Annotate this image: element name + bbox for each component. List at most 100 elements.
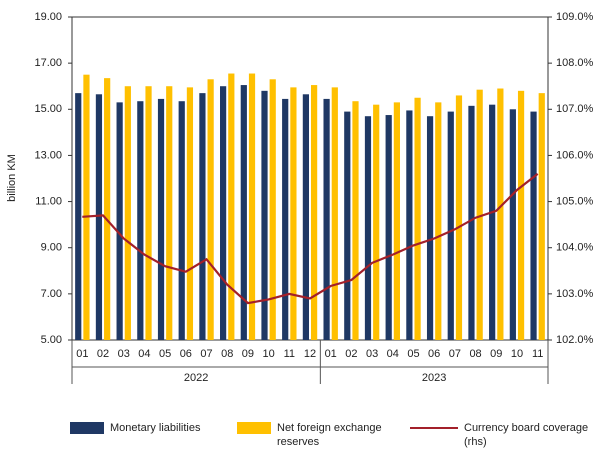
- bar: [323, 98, 330, 341]
- x-tick-label: 05: [407, 348, 419, 360]
- y-axis-label: billion KM: [6, 154, 18, 202]
- bar: [468, 105, 475, 340]
- y2-tick-label: 103.0%: [556, 288, 594, 300]
- x-tick-label: 06: [180, 348, 192, 360]
- y2-tick-label: 108.0%: [556, 57, 594, 69]
- bar: [116, 102, 123, 340]
- x-tick-label: 09: [242, 348, 254, 360]
- bar: [497, 88, 504, 341]
- x-tick-label: 08: [221, 348, 233, 360]
- bar: [290, 87, 297, 340]
- bar: [220, 86, 227, 340]
- bar: [406, 110, 413, 340]
- bar: [157, 98, 165, 341]
- bar: [269, 79, 276, 341]
- x-tick-label: 10: [262, 348, 274, 360]
- line: [82, 173, 539, 305]
- x-tick-label: 08: [469, 348, 481, 360]
- y-tick-label: 9.00: [41, 242, 62, 254]
- bar: [95, 94, 103, 341]
- x-tick-label: 01: [325, 348, 337, 360]
- y-tick-label: 13.00: [34, 149, 62, 161]
- bar: [75, 93, 82, 340]
- bar: [426, 116, 434, 340]
- x-tick-label: 05: [159, 348, 171, 360]
- legend-label: Monetary liabilities: [110, 422, 201, 434]
- y2-tick-label: 106.0%: [556, 149, 594, 161]
- x-tick-label: 01: [76, 348, 88, 360]
- bar: [530, 111, 537, 340]
- y2-tick-label: 104.0%: [556, 242, 594, 254]
- legend-item: Net foreign exchange reserves: [237, 421, 417, 449]
- x-tick-label: 12: [304, 348, 316, 360]
- bar: [435, 102, 442, 340]
- x-tick-label: 06: [428, 348, 440, 360]
- y-tick-label: 17.00: [34, 57, 62, 69]
- bar: [344, 111, 351, 340]
- x-tick-label: 07: [200, 348, 212, 360]
- legend-swatch: [410, 427, 458, 429]
- y2-tick-label: 102.0%: [556, 334, 594, 346]
- bar: [414, 97, 421, 340]
- bar: [207, 79, 214, 341]
- y-tick-label: 11.00: [35, 195, 62, 207]
- bar: [385, 115, 392, 340]
- x-tick-label: 10: [511, 348, 523, 360]
- x-tick-label: 04: [138, 348, 150, 360]
- bar: [538, 93, 545, 340]
- y2-tick-label: 107.0%: [556, 103, 594, 115]
- bar: [364, 116, 372, 340]
- bar: [311, 85, 318, 340]
- bar: [455, 95, 463, 340]
- legend-swatch: [70, 422, 104, 434]
- bar: [517, 90, 525, 340]
- x-tick-label: 09: [490, 348, 502, 360]
- legend-label: Currency board coverage (rhs): [464, 422, 589, 448]
- bar: [302, 94, 309, 341]
- bar: [137, 101, 144, 340]
- x-tick-label: 11: [532, 348, 543, 360]
- x-tick-label: 07: [449, 348, 461, 360]
- group-label: 2023: [422, 372, 446, 384]
- bar: [352, 101, 359, 340]
- bar: [248, 73, 256, 341]
- bar: [331, 87, 338, 340]
- bar: [489, 104, 496, 341]
- bar: [186, 87, 194, 340]
- bar: [104, 78, 111, 340]
- bar: [178, 101, 185, 340]
- bar: [228, 73, 235, 341]
- x-tick-label: 02: [345, 348, 357, 360]
- bar: [145, 86, 152, 340]
- y-tick-label: 7.00: [41, 288, 62, 300]
- bar: [509, 109, 516, 341]
- x-tick-label: 03: [366, 348, 378, 360]
- legend-item: Currency board coverage (rhs): [410, 421, 594, 449]
- y-tick-label: 5.00: [41, 334, 62, 346]
- y-tick-label: 19.00: [34, 11, 62, 23]
- bar: [476, 89, 483, 340]
- legend-item: Monetary liabilities: [70, 421, 220, 435]
- legend-swatch: [237, 422, 271, 434]
- y2-tick-label: 105.0%: [556, 195, 594, 207]
- x-tick-label: 04: [387, 348, 399, 360]
- y-tick-label: 15.00: [34, 103, 62, 115]
- group-label: 2022: [184, 372, 208, 384]
- y2-tick-label: 109.0%: [556, 11, 594, 23]
- bar: [124, 86, 131, 340]
- bar: [261, 90, 268, 340]
- chart: billion KM 5.00 7.00 9.00 11.00 13.00 15.00 17…: [6, 11, 594, 384]
- x-tick-label: 11: [284, 348, 295, 360]
- bar: [282, 98, 289, 341]
- bar: [83, 74, 90, 340]
- legend-label: Net foreign exchange reserves: [277, 422, 382, 448]
- bar: [199, 93, 206, 340]
- x-tick-label: 03: [118, 348, 130, 360]
- bar: [166, 86, 173, 340]
- x-tick-label: 02: [97, 348, 109, 360]
- bar: [393, 102, 400, 340]
- bar: [373, 104, 380, 341]
- plot-frame: [71, 16, 549, 341]
- bar: [240, 85, 247, 340]
